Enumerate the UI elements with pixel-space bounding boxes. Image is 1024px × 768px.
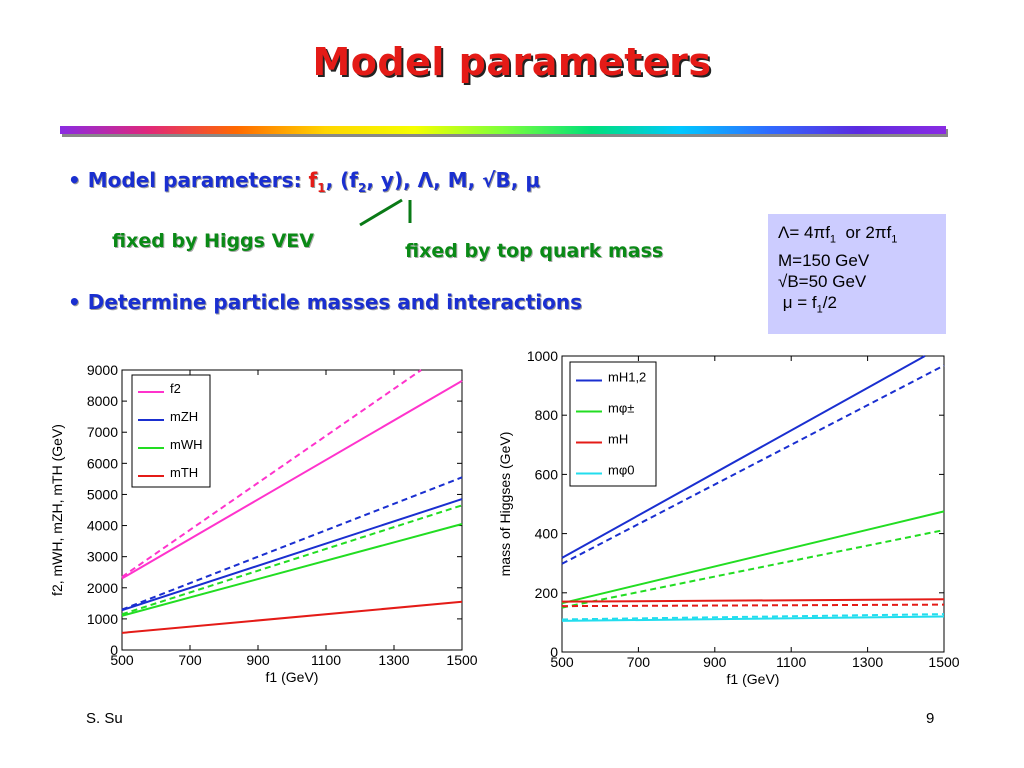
series-line-dashed	[121, 476, 463, 611]
legend-box	[569, 361, 657, 487]
x-axis-label: f1 (GeV)	[727, 671, 780, 687]
x-tick-label: 1300	[852, 654, 883, 670]
series-line-dashed	[561, 529, 945, 609]
y-axis-label: f2, mWH, mZH, mTH (GeV)	[49, 424, 65, 596]
box-line-m: M=150 GeV	[778, 251, 870, 271]
x-tick-label: 700	[627, 654, 651, 670]
series-line-solid	[121, 498, 463, 612]
legend-entry: mTH	[170, 465, 198, 480]
legend-box	[131, 374, 211, 488]
chart-higgs-masses: 500 700 900 1100 1300 1500 0 200 400 600 800 1000 f1…	[497, 348, 960, 687]
bullet-1-params: f1, (f2, y), Λ, M, √B, μ	[308, 168, 541, 195]
annotation-top-mass: fixed by top quark mass	[405, 240, 664, 262]
bullet-1-label: Model parameters:	[87, 168, 302, 192]
y-tick-label: 200	[535, 585, 559, 601]
x-tick-label: 900	[703, 654, 727, 670]
x-tick-label: 1500	[928, 654, 959, 670]
legend-entry: mH	[608, 432, 628, 447]
x-tick-label: 1500	[446, 652, 477, 668]
parameter-box: Λ= 4πf1 or 2πf1 M=150 GeV √B=50 GeV μ = …	[768, 214, 946, 334]
footer-author: S. Su	[86, 710, 123, 727]
box-line-b: √B=50 GeV	[778, 272, 867, 292]
y-tick-label: 1000	[527, 348, 558, 364]
series-line-solid	[561, 615, 945, 622]
x-tick-label: 1100	[311, 652, 341, 668]
y-tick-label: 600	[535, 466, 559, 482]
x-tick-label: 700	[178, 652, 202, 668]
series-line-solid	[121, 523, 463, 617]
series-line-solid	[561, 510, 945, 605]
x-tick-label: 500	[110, 652, 134, 668]
x-axis-label: f1 (GeV)	[266, 669, 319, 685]
x-tick-label: 1300	[378, 652, 409, 668]
series-line-dashed	[561, 364, 945, 565]
y-tick-label: 6000	[87, 455, 118, 471]
y-axis-label: mass of Higgses (GeV)	[497, 432, 513, 577]
box-line-lambda: Λ= 4πf1 or 2πf1	[778, 223, 898, 246]
slide-title: Model parameters	[312, 40, 712, 84]
legend-entry: f2	[170, 381, 181, 396]
y-tick-label: 8000	[87, 393, 118, 409]
annotation-higgs-vev: fixed by Higgs VEV	[112, 230, 314, 252]
y-tick-label: 4000	[87, 518, 118, 534]
box-line-mu: μ = f1/2	[778, 293, 837, 316]
x-tick-label: 900	[246, 652, 270, 668]
legend-entry: mH1,2	[608, 370, 646, 385]
series-line-dashed	[561, 613, 945, 621]
series-line-solid	[121, 380, 463, 580]
series-line-dashed	[121, 369, 422, 578]
bullet-2-text: Determine particle masses and interactio…	[87, 290, 583, 314]
series-line-solid	[121, 600, 463, 634]
legend-entry: mφ0	[608, 463, 635, 478]
y-tick-label: 2000	[87, 580, 118, 596]
legend-entry: mZH	[170, 409, 198, 424]
series-line-solid	[561, 598, 945, 603]
legend-entry: mφ±	[608, 401, 634, 416]
y-tick-label: 1000	[87, 611, 118, 627]
y-tick-label: 0	[110, 642, 118, 658]
rainbow-divider	[60, 126, 946, 134]
chart-new-particle-masses: 500 700 900 1100 1300 1500 0 1000 2000 3000 4000 50…	[49, 362, 478, 685]
y-tick-label: 800	[535, 407, 559, 423]
bullet-dot: •	[68, 290, 81, 314]
y-tick-label: 3000	[87, 549, 118, 565]
x-tick-label: 1100	[776, 654, 806, 670]
y-tick-label: 7000	[87, 424, 118, 440]
page-number: 9	[926, 710, 935, 727]
x-tick-label: 500	[550, 654, 574, 670]
bullet-2: • Determine particle masses and interact…	[68, 290, 582, 314]
bullet-dot: •	[68, 168, 81, 192]
pointer-higgs	[359, 198, 403, 227]
y-tick-label: 9000	[87, 362, 118, 378]
legend-entry: mWH	[170, 437, 203, 452]
y-tick-label: 400	[535, 526, 559, 542]
y-tick-label: 5000	[87, 486, 118, 502]
series-line-dashed	[561, 603, 945, 608]
bullet-1: • Model parameters: f1, (f2, y), Λ, M, √…	[68, 168, 540, 195]
series-line-solid	[561, 355, 926, 559]
y-tick-label: 0	[550, 644, 558, 660]
annotation-pointers	[359, 198, 412, 227]
